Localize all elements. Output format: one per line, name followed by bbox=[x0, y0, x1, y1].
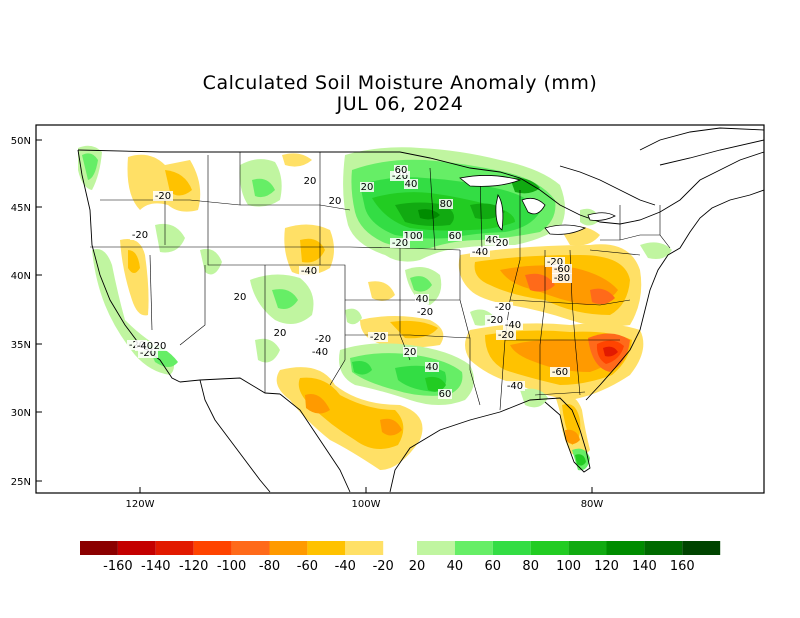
contour-label: -20 bbox=[315, 334, 331, 345]
contour-label: 40 bbox=[486, 235, 499, 246]
colorbar-swatch-wet bbox=[417, 541, 455, 555]
colorbar-label: -80 bbox=[259, 559, 280, 574]
contour-label: 20 bbox=[154, 341, 167, 352]
colorbar-swatch-dry bbox=[345, 541, 384, 555]
contour-label: -20 bbox=[155, 191, 171, 202]
colorbar-swatch-dry bbox=[231, 541, 270, 555]
contour-label: -20 bbox=[495, 302, 511, 313]
contour-label: -40 bbox=[472, 247, 488, 258]
colorbar-swatch-wet bbox=[644, 541, 683, 555]
contour-label: -60 bbox=[554, 264, 570, 275]
contour-label: -20 bbox=[132, 230, 148, 241]
contour-label: -20 bbox=[498, 330, 514, 341]
contour-label: -20 bbox=[487, 315, 503, 326]
contour-label: -20 bbox=[392, 171, 408, 182]
contour-label: 60 bbox=[449, 231, 462, 242]
colorbar-swatch-dry bbox=[269, 541, 308, 555]
contour-label: -20 bbox=[140, 348, 156, 359]
lat-label: 30N bbox=[11, 408, 31, 419]
dry-region-great-basin bbox=[120, 239, 149, 316]
colorbar-label: 160 bbox=[670, 559, 695, 574]
contour-label: 20 bbox=[496, 238, 509, 249]
lat-label: 45N bbox=[11, 203, 31, 214]
colorbar-swatch-wet bbox=[606, 541, 645, 555]
contour-label: 40 bbox=[405, 179, 418, 190]
colorbar-label: 140 bbox=[632, 559, 657, 574]
colorbar-swatch-wet bbox=[682, 541, 721, 555]
colorbar: -160 -140 -120 -100 -80 -60 -40 -20 20 40 60 80 100 1… bbox=[80, 541, 721, 574]
contour-label: 20 bbox=[234, 292, 247, 303]
colorbar-label: 100 bbox=[556, 559, 581, 574]
contour-label: 20 bbox=[329, 196, 342, 207]
colorbar-swatch-wet bbox=[492, 541, 531, 555]
contour-label: 80 bbox=[440, 199, 453, 210]
colorbar-swatch-dry bbox=[155, 541, 194, 555]
contour-label: 20 bbox=[274, 328, 287, 339]
contour-labels: -20-20-20-4020202020-20-20-40-2020406080… bbox=[127, 165, 572, 400]
lat-label: 40N bbox=[11, 271, 31, 282]
great-lakes bbox=[459, 175, 616, 235]
lat-label: 25N bbox=[11, 477, 31, 488]
contour-label: -40 bbox=[505, 320, 521, 331]
anomaly-shading bbox=[78, 145, 672, 471]
colorbar-label: 80 bbox=[522, 559, 539, 574]
colorbar-swatch-dry bbox=[80, 541, 118, 555]
contour-label: -80 bbox=[554, 273, 570, 284]
contour-label: -60 bbox=[552, 367, 568, 378]
colorbar-label: -40 bbox=[335, 559, 356, 574]
map-frame bbox=[35, 124, 765, 494]
contour-label: 100 bbox=[403, 231, 422, 242]
colorbar-swatch-dry bbox=[117, 541, 156, 555]
contour-label: 20 bbox=[304, 176, 317, 187]
contour-label: -20 bbox=[547, 257, 563, 268]
colorbar-swatch-wet bbox=[454, 541, 493, 555]
contour-label: -20 bbox=[417, 307, 433, 318]
colorbar-label: -120 bbox=[179, 559, 209, 574]
dry-region-northwest bbox=[127, 154, 201, 212]
lon-label: 120W bbox=[126, 499, 155, 510]
contour-label: -40 bbox=[137, 341, 153, 352]
colorbar-swatch-wet bbox=[530, 541, 569, 555]
latitude-axis: 50N 45N 40N 35N 30N 25N bbox=[11, 136, 42, 488]
contour-label: 20 bbox=[404, 347, 417, 358]
contour-label: -20 bbox=[370, 332, 386, 343]
contour-label: 40 bbox=[426, 362, 439, 373]
lat-label: 50N bbox=[11, 136, 31, 147]
contour-label: -40 bbox=[301, 266, 317, 277]
colorbar-swatch-dry bbox=[193, 541, 232, 555]
colorbar-label: 40 bbox=[447, 559, 464, 574]
contour-label: -20 bbox=[392, 238, 408, 249]
lon-label: 80W bbox=[581, 499, 604, 510]
lat-label: 35N bbox=[11, 340, 31, 351]
longitude-axis: 120W 100W 80W bbox=[126, 487, 604, 510]
contour-label: 60 bbox=[439, 389, 452, 400]
colorbar-label: -140 bbox=[141, 559, 171, 574]
map-title: Calculated Soil Moisture Anomaly (mm) bbox=[202, 72, 598, 94]
colorbar-label: -20 bbox=[373, 559, 394, 574]
map-date: JUL 06, 2024 bbox=[336, 93, 464, 115]
colorbar-label: -100 bbox=[217, 559, 247, 574]
colorbar-label: 20 bbox=[409, 559, 426, 574]
colorbar-label: 120 bbox=[594, 559, 619, 574]
colorbar-label: 60 bbox=[485, 559, 502, 574]
lon-label: 100W bbox=[352, 499, 381, 510]
contour-label: -40 bbox=[507, 381, 523, 392]
colorbar-swatch-wet bbox=[568, 541, 607, 555]
colorbar-swatch-dry bbox=[307, 541, 346, 555]
contour-label: 20 bbox=[361, 182, 374, 193]
contour-label: 40 bbox=[416, 294, 429, 305]
contour-label: -40 bbox=[312, 347, 328, 358]
contour-label: 60 bbox=[395, 165, 408, 176]
colorbar-label: -60 bbox=[297, 559, 318, 574]
coastlines bbox=[77, 127, 764, 493]
colorbar-label: -160 bbox=[103, 559, 133, 574]
